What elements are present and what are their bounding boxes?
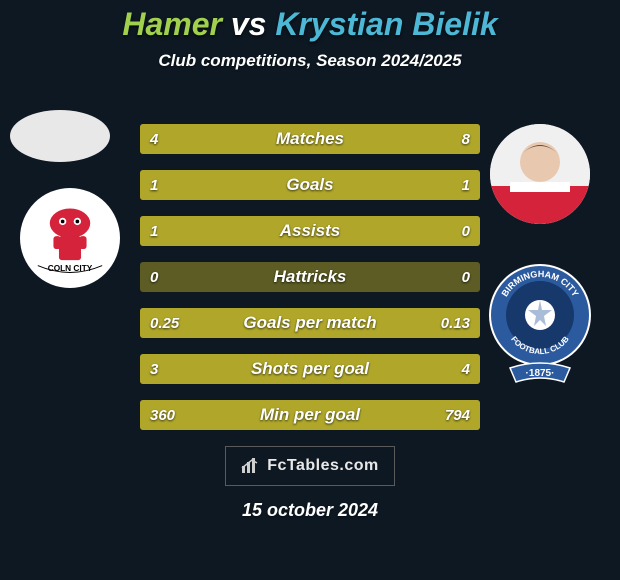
comparison-title: Hamer vs Krystian Bielik (0, 0, 620, 43)
stat-label: Hattricks (140, 262, 480, 292)
stat-row: 360Min per goal794 (140, 400, 480, 430)
stat-label: Min per goal (140, 400, 480, 430)
stat-label: Goals (140, 170, 480, 200)
subtitle: Club competitions, Season 2024/2025 (0, 51, 620, 71)
stat-label: Assists (140, 216, 480, 246)
vs-text: vs (222, 6, 275, 42)
stat-row: 1Goals1 (140, 170, 480, 200)
stat-value-right: 8 (462, 124, 470, 154)
player1-name: Hamer (122, 6, 222, 42)
player1-avatar (10, 110, 110, 162)
stat-row: 3Shots per goal4 (140, 354, 480, 384)
generated-date: 15 october 2024 (0, 500, 620, 521)
stat-value-right: 4 (462, 354, 470, 384)
stat-value-right: 0 (462, 216, 470, 246)
stat-row: 0Hattricks0 (140, 262, 480, 292)
stat-value-right: 794 (445, 400, 470, 430)
stat-label: Shots per goal (140, 354, 480, 384)
crest-text: COLN CITY (48, 264, 93, 273)
player2-club-crest: BIRMINGHAM CITY FOOTBALL CLUB ·1875· (480, 260, 600, 390)
stat-value-right: 1 (462, 170, 470, 200)
bar-chart-icon (241, 458, 261, 474)
stat-row: 1Assists0 (140, 216, 480, 246)
player1-club-crest: COLN CITY (20, 188, 120, 288)
watermark-text: FcTables.com (267, 457, 379, 475)
stats-table: 4Matches81Goals11Assists00Hattricks00.25… (140, 124, 480, 446)
player2-name: Krystian Bielik (275, 6, 497, 42)
stat-value-right: 0 (462, 262, 470, 292)
stat-row: 4Matches8 (140, 124, 480, 154)
stat-value-right: 0.13 (441, 308, 470, 338)
stat-label: Matches (140, 124, 480, 154)
player2-avatar (490, 124, 590, 224)
stat-label: Goals per match (140, 308, 480, 338)
stat-row: 0.25Goals per match0.13 (140, 308, 480, 338)
fctables-watermark: FcTables.com (225, 446, 395, 486)
svg-text:·1875·: ·1875· (526, 368, 555, 379)
